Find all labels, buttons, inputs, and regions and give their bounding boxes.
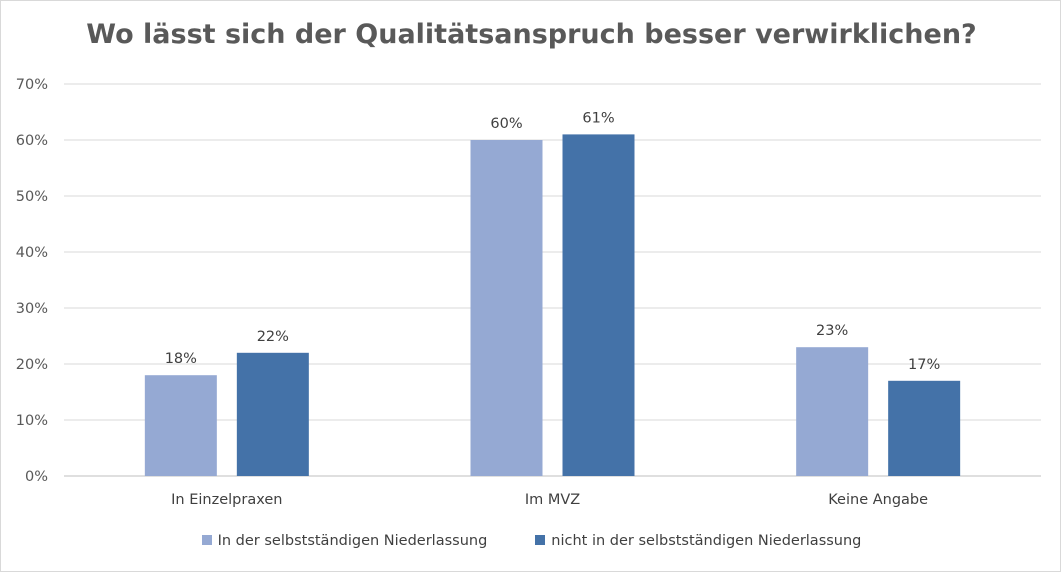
y-tick-label: 50%: [16, 189, 48, 205]
y-tick-label: 70%: [16, 77, 48, 93]
legend-item: nicht in der selbstständigen Niederlassu…: [535, 533, 861, 549]
x-category-label: In Einzelpraxen: [171, 492, 282, 508]
bar: [562, 134, 635, 476]
chart-plot: 0% 10% 20% 30% 40% 50% 60% 70% 18% 22% In Einzelpr…: [16, 77, 1041, 508]
data-label: 60%: [490, 116, 522, 132]
y-tick-label: 0%: [25, 469, 48, 485]
bar: [470, 140, 543, 476]
legend-swatch: [535, 535, 546, 545]
chart-title: Wo lässt sich der Qualitätsanspruch bess…: [86, 19, 977, 50]
bar: [236, 352, 309, 476]
data-label: 61%: [582, 110, 614, 126]
y-tick-label: 20%: [16, 357, 48, 373]
y-tick-label: 40%: [16, 245, 48, 261]
x-category-label: Keine Angabe: [828, 492, 928, 508]
data-label: 17%: [908, 357, 940, 373]
data-label: 18%: [165, 351, 197, 367]
x-category-label: Im MVZ: [525, 492, 580, 508]
y-tick-label: 30%: [16, 301, 48, 317]
legend-label: nicht in der selbstständigen Niederlassu…: [551, 533, 862, 549]
legend-label: In der selbstständigen Niederlassung: [217, 533, 488, 549]
data-label: 23%: [816, 323, 848, 339]
legend-item: In der selbstständigen Niederlassung: [201, 533, 488, 549]
chart-legend: In der selbstständigen Niederlassung nich…: [1, 533, 1061, 549]
bar: [796, 347, 869, 476]
y-tick-label: 10%: [16, 413, 48, 429]
bar: [888, 380, 961, 476]
data-label: 22%: [257, 329, 289, 345]
legend-swatch: [201, 535, 212, 545]
bar: [144, 375, 217, 476]
y-tick-label: 60%: [16, 133, 48, 149]
